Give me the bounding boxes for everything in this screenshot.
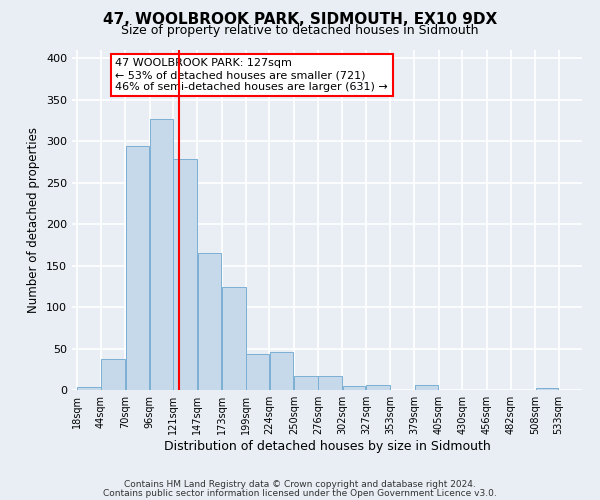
Bar bbox=[536, 388, 558, 390]
Bar bbox=[173, 160, 197, 390]
Bar bbox=[150, 119, 173, 390]
Bar bbox=[126, 146, 149, 390]
Bar bbox=[366, 385, 390, 390]
Bar bbox=[247, 354, 269, 390]
Text: Size of property relative to detached houses in Sidmouth: Size of property relative to detached ho… bbox=[121, 24, 479, 37]
Bar bbox=[198, 253, 221, 390]
Text: 47, WOOLBROOK PARK, SIDMOUTH, EX10 9DX: 47, WOOLBROOK PARK, SIDMOUTH, EX10 9DX bbox=[103, 12, 497, 28]
Text: 47 WOOLBROOK PARK: 127sqm
← 53% of detached houses are smaller (721)
46% of semi: 47 WOOLBROOK PARK: 127sqm ← 53% of detac… bbox=[115, 58, 388, 92]
Bar bbox=[294, 376, 318, 390]
Text: Contains public sector information licensed under the Open Government Licence v3: Contains public sector information licen… bbox=[103, 489, 497, 498]
Text: Contains HM Land Registry data © Crown copyright and database right 2024.: Contains HM Land Registry data © Crown c… bbox=[124, 480, 476, 489]
Bar bbox=[415, 385, 439, 390]
Bar bbox=[270, 352, 293, 390]
Bar bbox=[222, 287, 245, 390]
Bar bbox=[101, 360, 125, 390]
Bar bbox=[343, 386, 365, 390]
Y-axis label: Number of detached properties: Number of detached properties bbox=[28, 127, 40, 313]
Bar bbox=[77, 386, 101, 390]
Bar bbox=[319, 376, 342, 390]
X-axis label: Distribution of detached houses by size in Sidmouth: Distribution of detached houses by size … bbox=[164, 440, 490, 453]
